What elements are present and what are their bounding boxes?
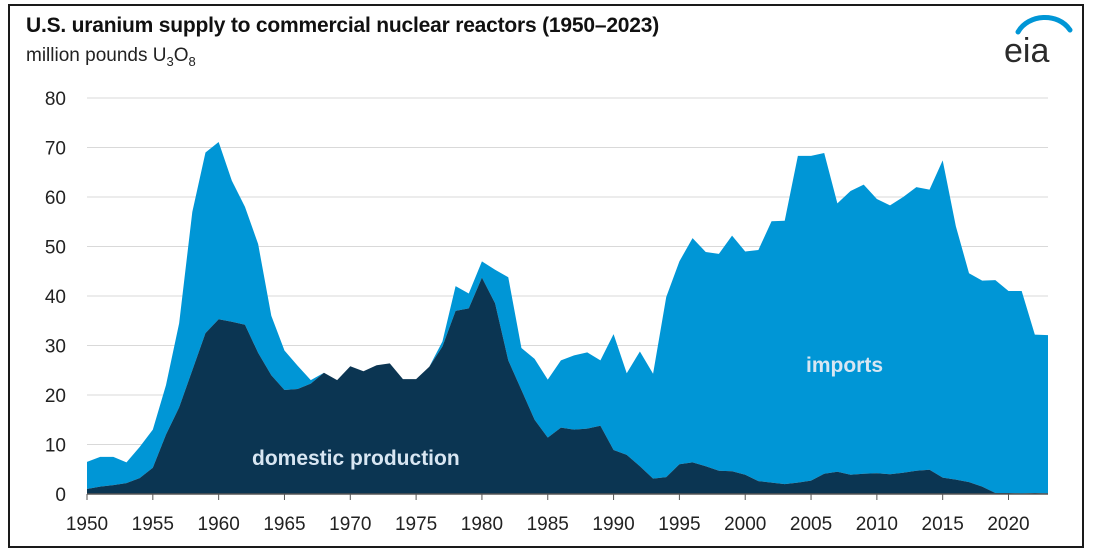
x-tick-label: 1985: [527, 514, 569, 535]
x-tick-label: 1970: [329, 514, 371, 535]
x-tick-label: 1975: [395, 514, 437, 535]
y-tick-label: 10: [45, 436, 66, 457]
x-tick-label: 1955: [132, 514, 174, 535]
eia-logo-arc: [1015, 15, 1073, 35]
x-tick-label: 2000: [724, 514, 766, 535]
x-tick-label: 1990: [592, 514, 634, 535]
y-tick-label: 30: [45, 337, 66, 358]
domestic-production-label: domestic production: [252, 447, 460, 470]
domestic-production-area: [87, 277, 1048, 494]
stacked-areas: [87, 142, 1048, 494]
x-tick-label: 2020: [987, 514, 1029, 535]
y-tick-label: 60: [45, 188, 66, 209]
y-tick-label: 80: [45, 89, 66, 110]
chart-subtitle: million pounds U3O8: [26, 45, 196, 69]
y-tick-label: 0: [55, 485, 66, 506]
x-axis-ticks: 1950 1955 1960 1965 1970 1975 1980 1985 1990 1995…: [66, 494, 1030, 535]
y-tick-label: 20: [45, 386, 66, 407]
x-tick-label: 1980: [461, 514, 503, 535]
x-tick-label: 1995: [658, 514, 700, 535]
x-tick-label: 1950: [66, 514, 108, 535]
x-tick-label: 1960: [198, 514, 240, 535]
y-tick-label: 40: [45, 287, 66, 308]
x-tick-label: 2005: [790, 514, 832, 535]
imports-label: imports: [806, 354, 883, 377]
imports-area: [87, 142, 1048, 494]
x-tick-label: 2015: [922, 514, 964, 535]
eia-logo: eia: [1004, 15, 1073, 66]
y-tick-label: 70: [45, 139, 66, 160]
chart-title: U.S. uranium supply to commercial nuclea…: [26, 14, 660, 37]
y-axis-ticks: 0 10 20 30 40 50 60 70 80: [45, 89, 66, 506]
eia-logo-text: eia: [1004, 32, 1049, 66]
x-tick-label: 1965: [263, 514, 305, 535]
x-tick-label: 2010: [856, 514, 898, 535]
y-tick-label: 50: [45, 238, 66, 259]
